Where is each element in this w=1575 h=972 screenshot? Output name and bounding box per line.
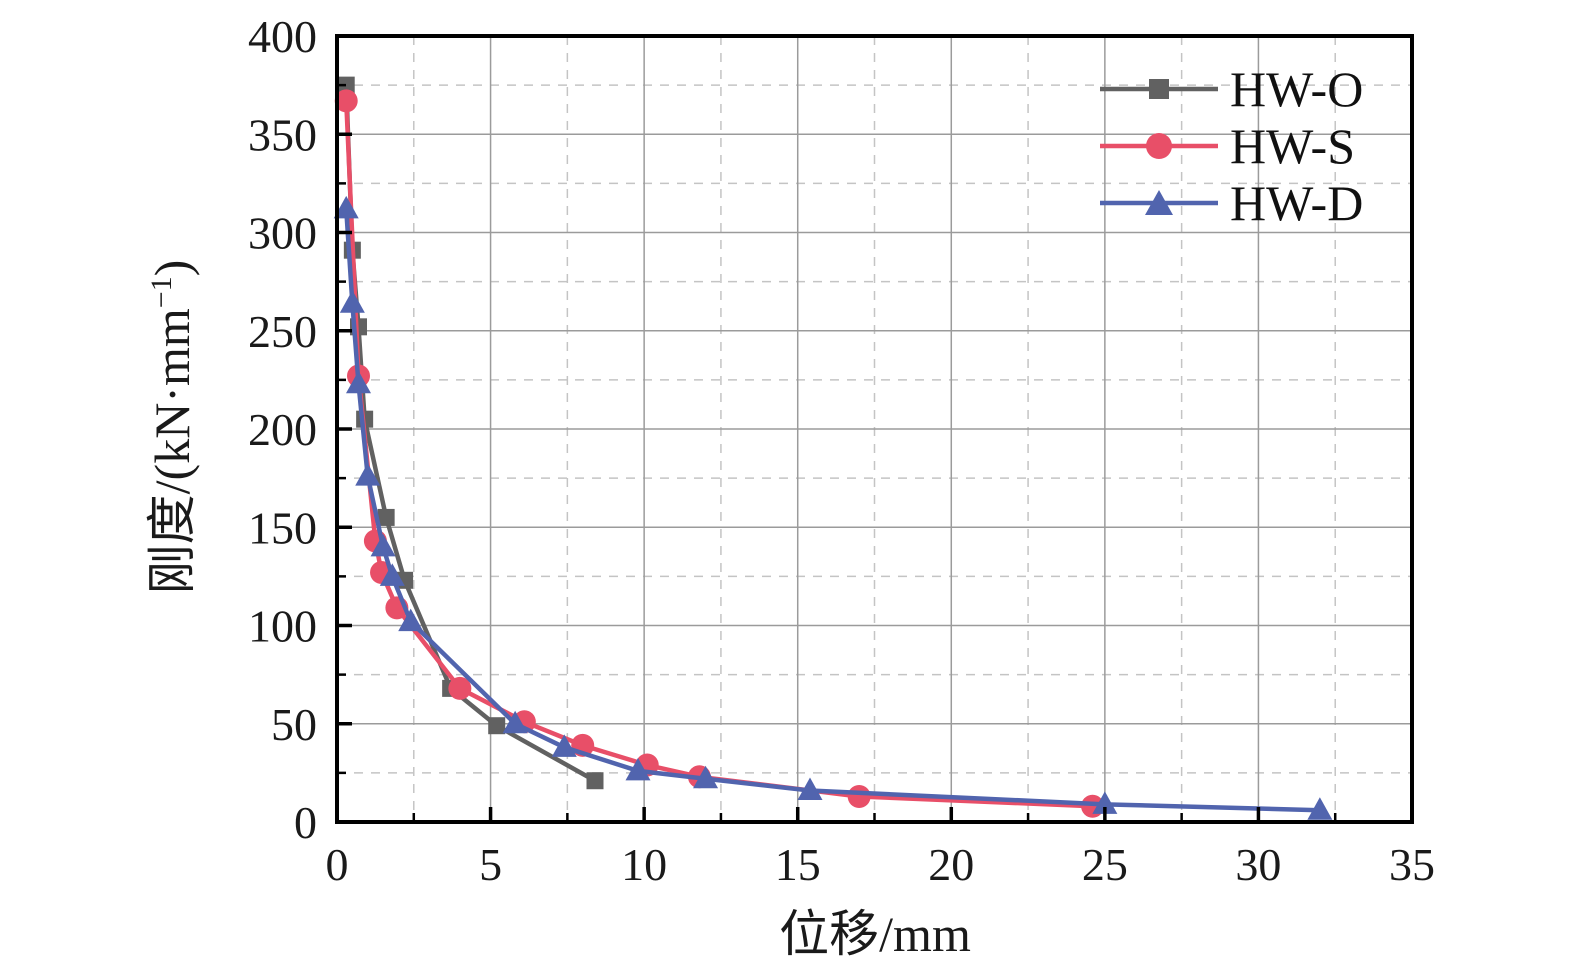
y-tick-label: 100 (248, 601, 317, 652)
legend-label-hw-o: HW-O (1230, 60, 1364, 117)
legend-triangle-marker-icon (1100, 189, 1218, 215)
x-tick-label: 35 (1389, 839, 1435, 890)
y-axis-title-superscript: −1 (145, 276, 178, 309)
series-markers-hw-d (333, 195, 1333, 820)
x-tick-label: 10 (621, 839, 667, 890)
legend-label-hw-d: HW-D (1230, 174, 1364, 231)
x-tick-label: 0 (326, 839, 349, 890)
y-tick-label: 350 (248, 109, 317, 160)
x-tick-label: 15 (775, 839, 821, 890)
y-axis-title-prefix: 刚度/(kN·mm (144, 308, 200, 595)
axis-ticks (335, 34, 1414, 824)
x-tick-label: 25 (1082, 839, 1128, 890)
legend-item-hw-d: HW-D (1098, 174, 1363, 231)
series-line-hw-d (343, 206, 1323, 813)
y-axis-title: 刚度/(kN·mm−1) (140, 127, 204, 727)
y-tick-label: 300 (248, 208, 317, 259)
y-tick-label: 250 (248, 306, 317, 357)
y-tick-label: 400 (248, 11, 317, 62)
y-tick-label: 200 (248, 404, 317, 455)
y-axis-title-suffix: ) (144, 259, 200, 277)
legend: HW-O HW-S HW-D (1098, 60, 1363, 231)
y-tick-label: 0 (294, 797, 317, 848)
x-tick-label: 20 (928, 839, 974, 890)
y-tick-label: 50 (271, 699, 317, 750)
legend-item-hw-s: HW-S (1098, 117, 1363, 174)
x-tick-label: 5 (479, 839, 502, 890)
legend-label-hw-s: HW-S (1230, 117, 1355, 174)
legend-item-hw-o: HW-O (1098, 60, 1363, 117)
gridlines-major (337, 36, 1412, 822)
series-line-hw-s (343, 98, 1095, 809)
legend-circle-marker-icon (1100, 132, 1218, 159)
x-tick-label: 30 (1235, 839, 1281, 890)
x-axis-title: 位移/mm (779, 906, 971, 962)
series-line-hw-o (343, 82, 598, 783)
legend-square-marker-icon (1100, 78, 1218, 99)
y-tick-label: 150 (248, 502, 317, 553)
series-markers-hw-s (334, 89, 1105, 818)
